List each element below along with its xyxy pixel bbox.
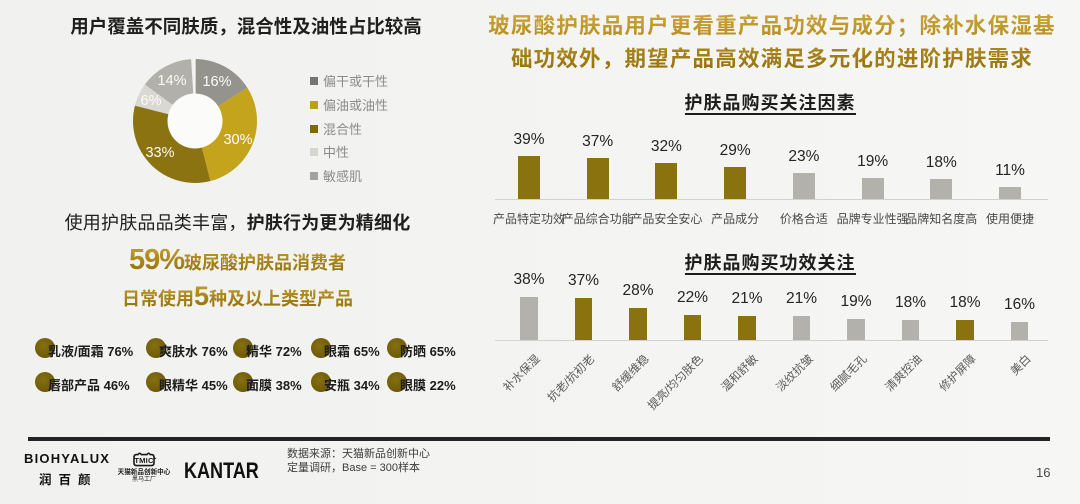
svg-text:TMIC: TMIC	[134, 456, 154, 465]
